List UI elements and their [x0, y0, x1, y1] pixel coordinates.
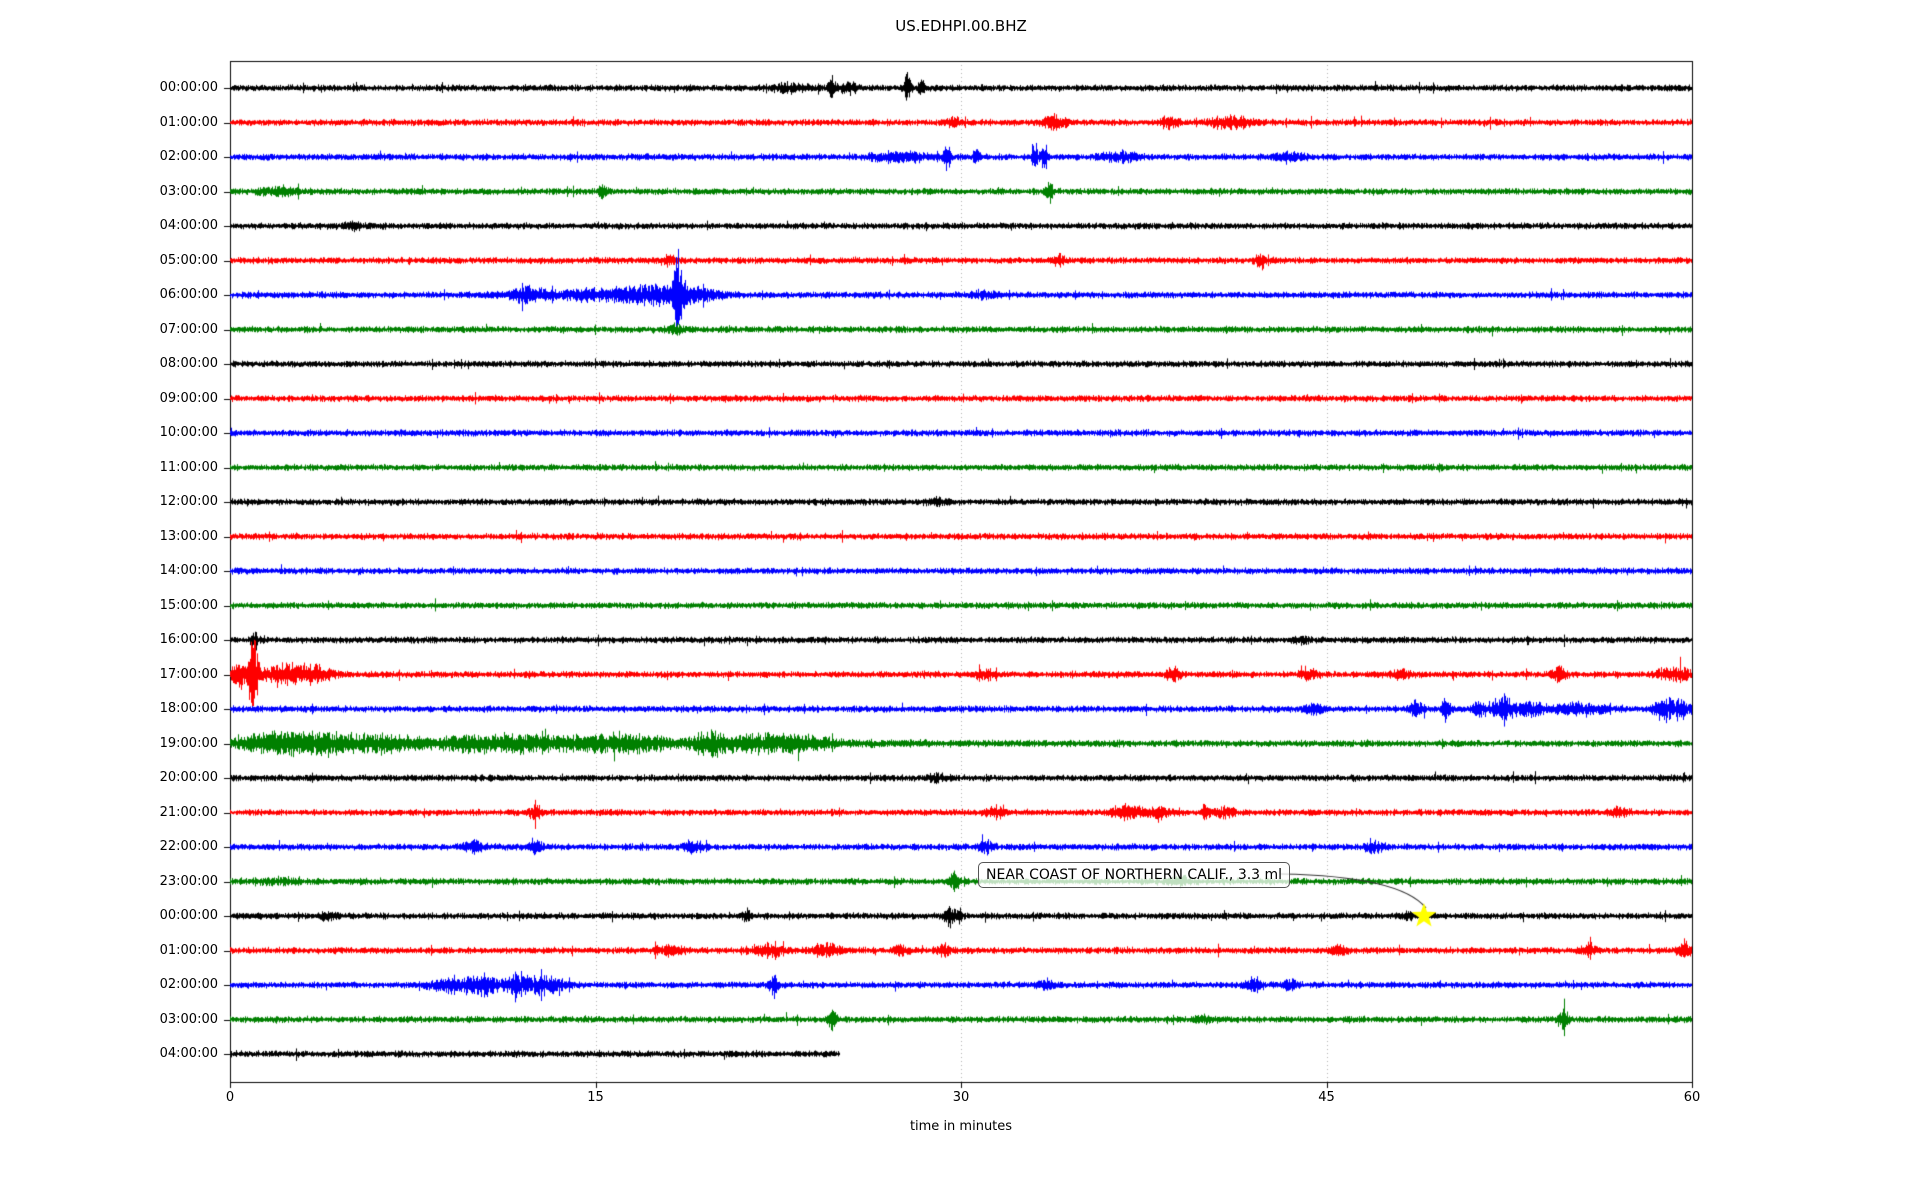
- yaxis-tick-label: 02:00:00: [159, 977, 218, 992]
- yaxis-tick-label: 15:00:00: [159, 597, 218, 613]
- xaxis-tick-label: 60: [1683, 1090, 1701, 1105]
- yaxis-tick-label: 23:00:00: [159, 873, 218, 889]
- yaxis-tick-label: 11:00:00: [159, 459, 218, 475]
- yaxis-tick-label: 05:00:00: [159, 252, 218, 268]
- yaxis-tick-label: 09:00:00: [159, 390, 218, 406]
- yaxis-tick-label: 07:00:00: [159, 321, 218, 337]
- xaxis-tick-label: 30: [952, 1090, 970, 1105]
- yaxis-tick-label: 03:00:00: [159, 1011, 218, 1027]
- xaxis-tick-label: 45: [1318, 1090, 1335, 1105]
- yaxis-tick-label: 10:00:00: [159, 425, 218, 440]
- yaxis-tick-label: 22:00:00: [159, 839, 218, 854]
- yaxis-tick-label: 00:00:00: [159, 908, 218, 923]
- yaxis-tick-label: 04:00:00: [159, 218, 218, 233]
- yaxis-tick-label: 19:00:00: [159, 735, 218, 751]
- yaxis-tick-label: 02:00:00: [159, 149, 218, 164]
- yaxis-tick-label: 12:00:00: [159, 494, 218, 509]
- yaxis-tick-label: 01:00:00: [159, 942, 218, 958]
- yaxis-tick-label: 20:00:00: [159, 770, 218, 785]
- yaxis-tick-label: 03:00:00: [159, 183, 218, 199]
- yaxis-tick-label: 13:00:00: [159, 528, 218, 544]
- yaxis-tick-label: 06:00:00: [159, 287, 218, 302]
- yaxis-tick-label: 01:00:00: [159, 114, 218, 130]
- xaxis-label: time in minutes: [909, 1119, 1013, 1134]
- yaxis-tick-label: 21:00:00: [159, 804, 218, 820]
- yaxis-tick-label: 04:00:00: [159, 1046, 218, 1061]
- yaxis-tick-label: 17:00:00: [159, 666, 218, 682]
- yaxis-tick-label: 00:00:00: [159, 80, 218, 95]
- yaxis-tick-label: 08:00:00: [159, 356, 218, 371]
- xaxis-tick-label: 15: [587, 1090, 604, 1105]
- yaxis-tick-label: 14:00:00: [159, 563, 218, 578]
- event-annotation-box: NEAR COAST OF NORTHERN CALIF., 3.3 ml: [978, 862, 1291, 888]
- yaxis-tick-label: 16:00:00: [159, 632, 218, 647]
- xaxis-tick-label: 0: [225, 1090, 235, 1105]
- event-annotation-text: NEAR COAST OF NORTHERN CALIF., 3.3 ml: [986, 867, 1283, 883]
- yaxis-tick-label: 18:00:00: [159, 701, 218, 716]
